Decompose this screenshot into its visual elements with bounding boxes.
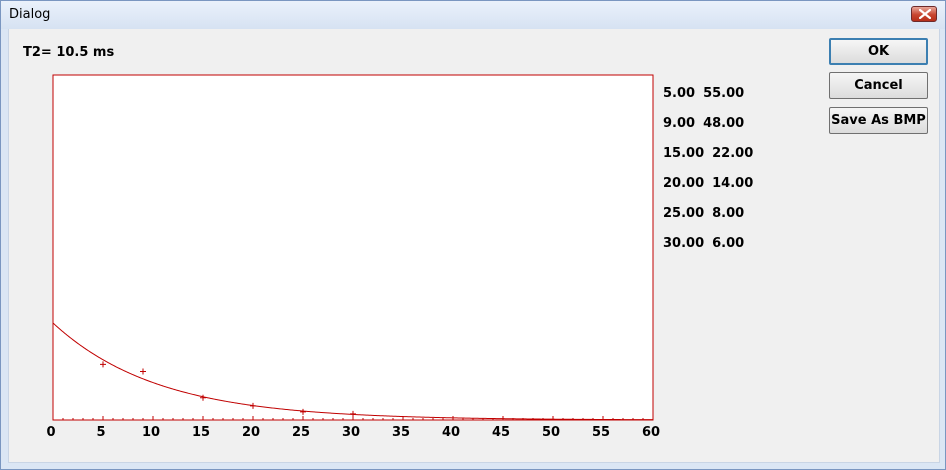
x-tick-label: 25: [292, 425, 310, 440]
reading-row: 30.00 6.00: [663, 234, 813, 264]
reading-x: 9.00: [663, 116, 696, 131]
x-tick-label: 60: [642, 425, 660, 440]
x-tick-label: 40: [442, 425, 460, 440]
readings-list: 5.00 55.00 9.00 48.00 15.00 22.00 20.00 14.0…: [663, 84, 813, 264]
reading-row: 5.00 55.00: [663, 84, 813, 114]
plot-area: [52, 74, 654, 421]
reading-y: 14.00: [712, 176, 754, 191]
reading-row: 9.00 48.00: [663, 114, 813, 144]
t2-label: T2= 10.5 ms: [23, 45, 115, 60]
reading-x: 20.00: [663, 176, 705, 191]
reading-row: 20.00 14.00: [663, 174, 813, 204]
data-point: [300, 408, 306, 415]
title-bar[interactable]: Dialog: [1, 1, 945, 29]
close-button[interactable]: [911, 6, 937, 22]
x-tick-label: 5: [96, 425, 105, 440]
x-tick-label: 20: [242, 425, 260, 440]
data-point: [100, 361, 106, 368]
x-tick-label: 50: [542, 425, 560, 440]
x-tick-label: 15: [192, 425, 210, 440]
x-tick-label: 55: [592, 425, 610, 440]
x-tick-label: 35: [392, 425, 410, 440]
data-point: [350, 410, 356, 417]
x-tick-label: 30: [342, 425, 360, 440]
reading-x: 5.00: [663, 86, 696, 101]
data-point: [200, 394, 206, 401]
reading-x: 30.00: [663, 236, 705, 251]
data-point: [250, 402, 256, 409]
close-icon: [919, 9, 931, 19]
ok-button[interactable]: OK: [829, 38, 928, 65]
reading-y: 22.00: [712, 146, 754, 161]
cancel-button[interactable]: Cancel: [829, 72, 928, 99]
x-tick-label: 45: [492, 425, 510, 440]
window-title: Dialog: [9, 7, 51, 22]
reading-row: 25.00 8.00: [663, 204, 813, 234]
data-point: [140, 368, 146, 375]
reading-y: 48.00: [703, 116, 745, 131]
save-as-bmp-button[interactable]: Save As BMP: [829, 107, 928, 134]
reading-y: 6.00: [712, 236, 745, 251]
reading-row: 15.00 22.00: [663, 144, 813, 174]
x-tick-label: 0: [46, 425, 55, 440]
reading-y: 55.00: [703, 86, 745, 101]
x-tick-label: 10: [142, 425, 160, 440]
reading-y: 8.00: [712, 206, 745, 221]
reading-x: 25.00: [663, 206, 705, 221]
reading-x: 15.00: [663, 146, 705, 161]
